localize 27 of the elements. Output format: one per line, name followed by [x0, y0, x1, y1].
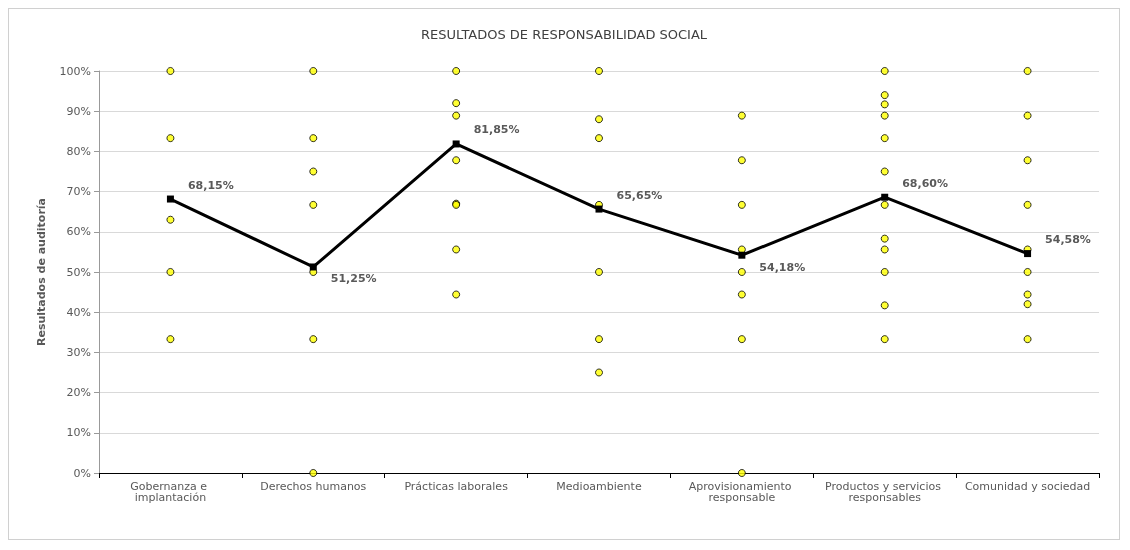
x-tick-label: Derechos humanos [260, 480, 367, 493]
data-label: 68,60% [902, 176, 949, 190]
y-tick-label: 0% [73, 466, 91, 480]
data-label: 51,25% [330, 272, 377, 286]
y-tick-label: 20% [66, 386, 91, 400]
y-axis-title: Resultados de auditoría [35, 197, 48, 347]
y-tick-label: 50% [66, 265, 91, 279]
y-tick-label: 70% [66, 185, 91, 199]
y-tick-label: 90% [66, 104, 91, 118]
x-tick-label: Comunidad y sociedad [964, 480, 1091, 493]
x-tick-label: Prácticas laborales [404, 480, 509, 493]
y-tick-label: 100% [59, 64, 91, 78]
x-tick-label: Gobernanza e implantación [130, 480, 211, 504]
x-tick-label: Medioambiente [556, 480, 642, 493]
chart-title: RESULTADOS DE RESPONSABILIDAD SOCIAL [420, 27, 708, 42]
data-label: 81,85% [473, 123, 520, 137]
y-tick-label: 30% [66, 345, 91, 359]
data-label: 54,18% [759, 260, 806, 274]
y-tick-label: 40% [66, 305, 91, 319]
y-tick-label: 10% [66, 426, 91, 440]
y-tick-label: 80% [66, 144, 91, 158]
data-label: 65,65% [616, 188, 663, 202]
data-label: 68,15% [187, 178, 234, 192]
data-label: 54,58% [1045, 233, 1091, 247]
y-tick-label: 60% [66, 225, 91, 239]
x-tick-label: Productos y servicios responsables [825, 480, 945, 504]
x-tick-label: Aprovisionamiento responsable [688, 480, 796, 504]
